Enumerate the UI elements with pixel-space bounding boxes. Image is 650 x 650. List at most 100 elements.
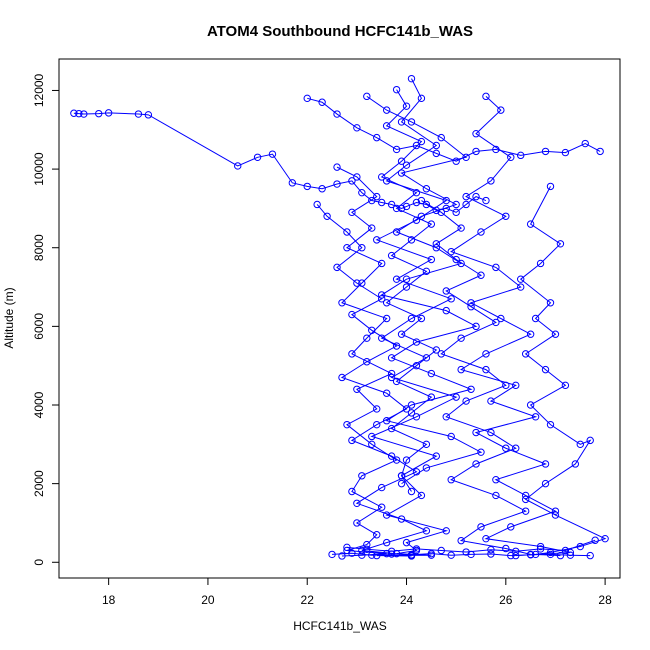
data-point: [492, 318, 500, 327]
data-point: [373, 405, 381, 413]
data-point: [462, 153, 470, 161]
data-point: [492, 491, 500, 500]
data-point: [437, 350, 445, 358]
data-point: [353, 385, 361, 393]
data-point: [482, 350, 490, 358]
data-point: [422, 464, 431, 472]
data-point: [253, 153, 262, 161]
data-point: [95, 109, 103, 118]
data-point: [343, 244, 351, 252]
data-point: [457, 224, 465, 232]
data-point: [482, 365, 490, 374]
data-point: [526, 550, 535, 559]
data-point: [417, 196, 426, 205]
data-point: [353, 124, 361, 132]
data-point: [427, 220, 436, 228]
series-line-7: [366, 95, 483, 485]
data-point: [397, 515, 406, 523]
y-tick-label-6: 12000: [32, 73, 46, 107]
data-point: [373, 420, 381, 429]
data-point: [392, 275, 401, 283]
data-point: [348, 350, 356, 358]
data-point: [591, 536, 599, 544]
series-line-3: [450, 95, 571, 557]
data-point: [373, 133, 381, 142]
data-point: [432, 244, 441, 252]
data-point: [417, 491, 426, 500]
data-point: [387, 452, 396, 460]
data-point: [318, 98, 326, 106]
series-line-8: [316, 204, 428, 556]
data-point: [487, 428, 495, 437]
data-point: [134, 110, 143, 118]
data-point: [551, 507, 560, 515]
data-point: [467, 385, 475, 393]
data-point: [561, 381, 570, 390]
data-point: [343, 543, 351, 552]
data-point: [303, 182, 311, 191]
data-point: [502, 212, 510, 220]
data-point: [452, 208, 460, 217]
data-point: [412, 468, 421, 476]
y-axis: 0 2000 4000 6000 8000 10000 12000: [32, 73, 59, 566]
x-axis: 18 20 22 24 26 28: [102, 578, 612, 607]
data-point: [363, 540, 371, 549]
data-point: [447, 551, 455, 559]
data-point: [556, 240, 565, 248]
data-point: [432, 452, 441, 460]
data-point: [377, 503, 386, 511]
data-point: [377, 291, 386, 299]
data-point: [492, 476, 500, 484]
data-point: [586, 551, 594, 560]
data-point: [368, 326, 376, 334]
data-point: [531, 413, 540, 421]
data-point: [427, 255, 436, 264]
data-point: [402, 161, 411, 169]
data-point: [353, 499, 361, 507]
data-point: [392, 85, 401, 94]
series-4: [517, 182, 609, 560]
data-point: [377, 483, 386, 492]
data-point: [477, 448, 485, 456]
data-point: [576, 440, 584, 449]
data-point: [363, 358, 371, 366]
data-point: [457, 536, 465, 545]
data-point: [497, 314, 505, 323]
data-point: [432, 240, 441, 248]
data-point: [442, 413, 450, 421]
data-point: [452, 200, 460, 209]
x-axis-label: HCFC141b_WAS: [293, 619, 387, 633]
series-0: [70, 109, 490, 217]
data-point: [323, 212, 331, 220]
data-point: [368, 196, 376, 205]
data-point: [482, 534, 490, 543]
data-point: [353, 173, 361, 181]
data-point: [507, 523, 515, 531]
data-point: [477, 271, 485, 279]
data-point: [541, 365, 550, 374]
data-point: [427, 393, 436, 401]
data-point: [482, 196, 490, 205]
data-point: [348, 310, 356, 319]
data-point: [348, 208, 356, 217]
data-point: [392, 145, 401, 154]
data-point: [507, 551, 515, 560]
data-point: [407, 74, 416, 83]
data-point: [422, 267, 431, 276]
data-point: [472, 130, 480, 138]
data-point: [397, 472, 406, 480]
data-point: [452, 393, 460, 401]
data-point: [447, 432, 455, 441]
data-point: [521, 507, 530, 515]
y-tick-label-2: 4000: [32, 391, 46, 418]
data-point: [363, 92, 371, 101]
data-point: [541, 479, 550, 488]
data-point: [417, 314, 426, 323]
data-point: [392, 204, 401, 213]
data-point: [462, 200, 470, 209]
data-point: [422, 200, 431, 209]
data-point: [397, 330, 406, 338]
series-6: [303, 94, 604, 165]
series-layer: [70, 74, 609, 560]
data-point: [442, 527, 450, 535]
